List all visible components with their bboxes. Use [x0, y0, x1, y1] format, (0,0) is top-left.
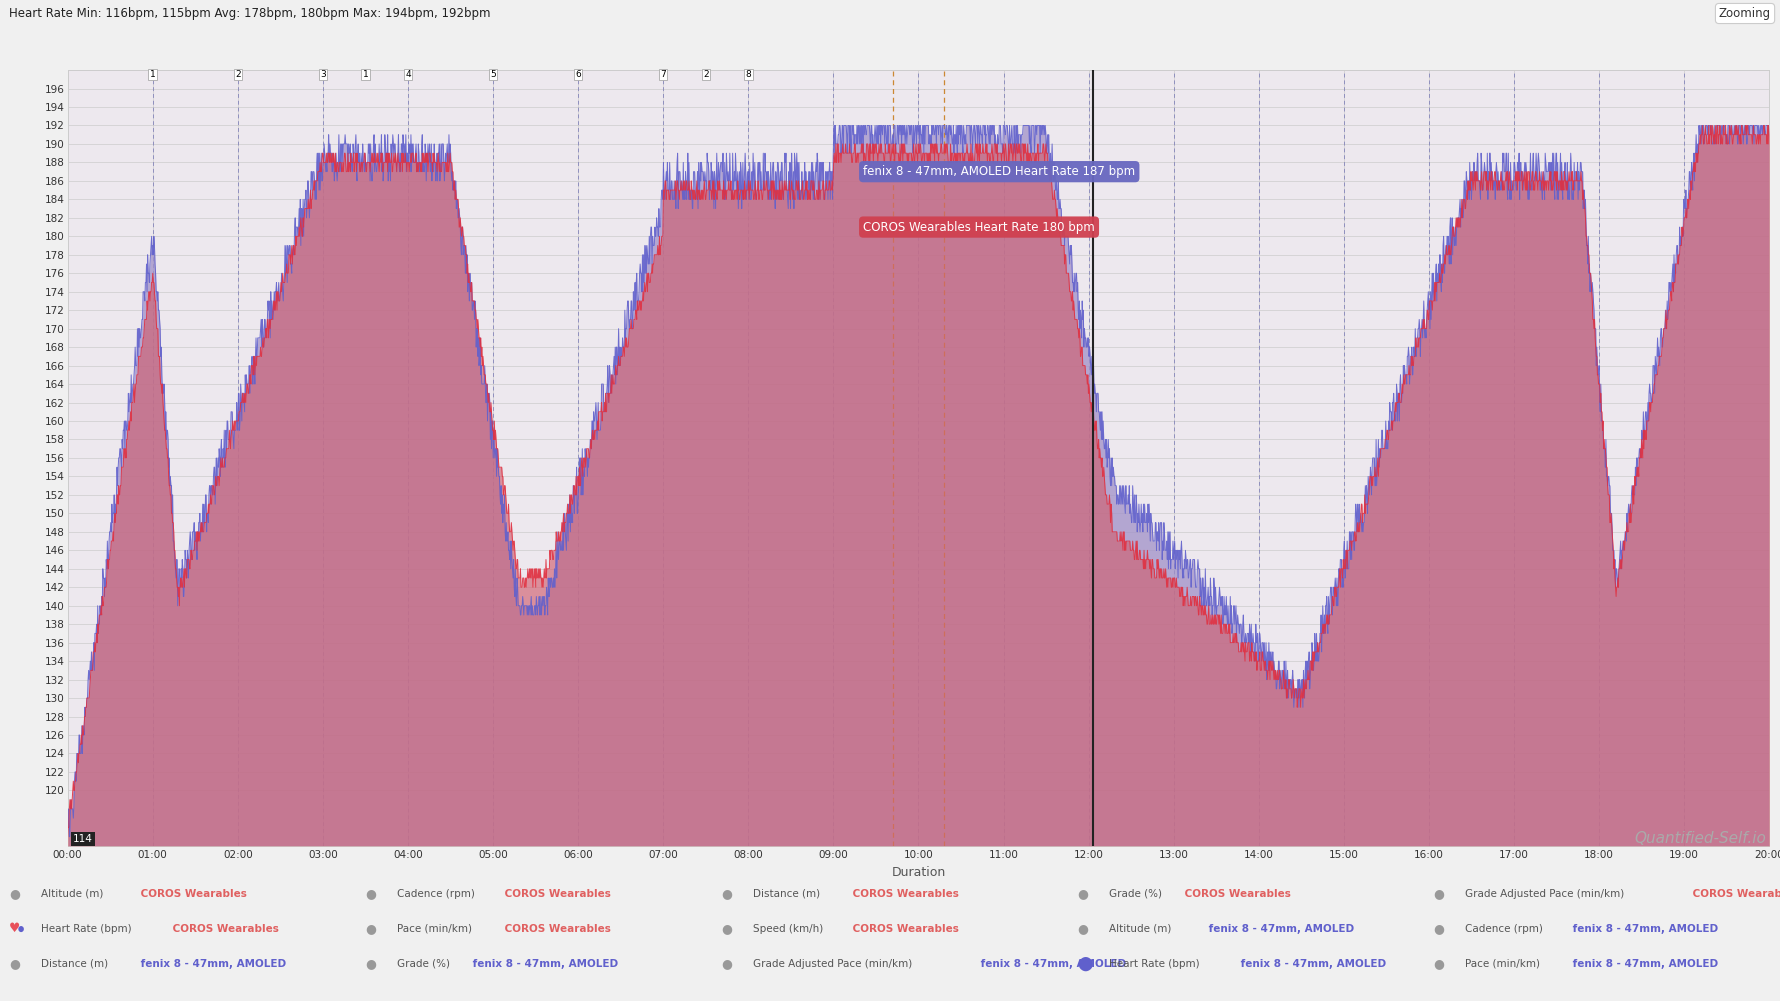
Text: 5: 5 — [490, 70, 497, 79]
Text: COROS Wearables Heart Rate 180 bpm: COROS Wearables Heart Rate 180 bpm — [863, 220, 1095, 233]
Text: fenix 8 - 47mm, AMOLED: fenix 8 - 47mm, AMOLED — [468, 959, 618, 969]
Text: COROS Wearables: COROS Wearables — [137, 889, 247, 899]
Text: ●: ● — [1433, 958, 1444, 970]
Text: COROS Wearables: COROS Wearables — [1689, 889, 1780, 899]
Text: ⬤: ⬤ — [18, 926, 23, 932]
Text: Zooming: Zooming — [1719, 7, 1771, 20]
Text: 2: 2 — [235, 70, 240, 79]
Text: ♥: ♥ — [9, 923, 20, 935]
Text: fenix 8 - 47mm, AMOLED: fenix 8 - 47mm, AMOLED — [137, 959, 287, 969]
Text: Grade (%): Grade (%) — [397, 959, 450, 969]
Text: COROS Wearables: COROS Wearables — [169, 924, 279, 934]
Text: Pace (min/km): Pace (min/km) — [1465, 959, 1540, 969]
Text: Distance (m): Distance (m) — [41, 959, 109, 969]
Text: Speed (km/h): Speed (km/h) — [753, 924, 822, 934]
Text: Pace (min/km): Pace (min/km) — [397, 924, 472, 934]
Text: 6: 6 — [575, 70, 580, 79]
Text: COROS Wearables: COROS Wearables — [1182, 889, 1290, 899]
Text: ●: ● — [721, 923, 732, 935]
Text: fenix 8 - 47mm, AMOLED: fenix 8 - 47mm, AMOLED — [1237, 959, 1387, 969]
Text: ●: ● — [1433, 923, 1444, 935]
Text: Heart Rate (bpm): Heart Rate (bpm) — [41, 924, 132, 934]
Text: Altitude (m): Altitude (m) — [1109, 924, 1171, 934]
Text: COROS Wearables: COROS Wearables — [502, 889, 611, 899]
Text: ●: ● — [721, 888, 732, 900]
Text: 3: 3 — [320, 70, 326, 79]
Text: ●: ● — [1077, 888, 1088, 900]
Text: ●: ● — [9, 958, 20, 970]
Text: COROS Wearables: COROS Wearables — [502, 924, 611, 934]
Text: 4: 4 — [406, 70, 411, 79]
Text: ●: ● — [1077, 923, 1088, 935]
Text: fenix 8 - 47mm, AMOLED Heart Rate 187 bpm: fenix 8 - 47mm, AMOLED Heart Rate 187 bp… — [863, 165, 1136, 178]
Text: 1: 1 — [150, 70, 155, 79]
Text: fenix 8 - 47mm, AMOLED: fenix 8 - 47mm, AMOLED — [1570, 959, 1718, 969]
Text: 1: 1 — [363, 70, 368, 79]
Text: Cadence (rpm): Cadence (rpm) — [397, 889, 475, 899]
Text: ●: ● — [365, 923, 376, 935]
Text: Grade Adjusted Pace (min/km): Grade Adjusted Pace (min/km) — [753, 959, 911, 969]
Text: Altitude (m): Altitude (m) — [41, 889, 103, 899]
Text: Grade Adjusted Pace (min/km): Grade Adjusted Pace (min/km) — [1465, 889, 1623, 899]
Text: ●: ● — [365, 888, 376, 900]
Text: fenix 8 - 47mm, AMOLED: fenix 8 - 47mm, AMOLED — [1570, 924, 1718, 934]
Text: 7: 7 — [660, 70, 666, 79]
Text: COROS Wearables: COROS Wearables — [849, 924, 959, 934]
Text: 114: 114 — [73, 834, 93, 844]
Text: Heart Rate (bpm): Heart Rate (bpm) — [1109, 959, 1200, 969]
Text: ⬤: ⬤ — [1077, 957, 1093, 971]
Text: Grade (%): Grade (%) — [1109, 889, 1162, 899]
Text: fenix 8 - 47mm, AMOLED: fenix 8 - 47mm, AMOLED — [977, 959, 1127, 969]
Text: Quantified-Self.io: Quantified-Self.io — [1634, 831, 1766, 846]
Text: ●: ● — [721, 958, 732, 970]
Text: 8: 8 — [746, 70, 751, 79]
Text: Heart Rate Min: 116bpm, 115bpm Avg: 178bpm, 180bpm Max: 194bpm, 192bpm: Heart Rate Min: 116bpm, 115bpm Avg: 178b… — [9, 7, 491, 20]
Text: fenix 8 - 47mm, AMOLED: fenix 8 - 47mm, AMOLED — [1205, 924, 1355, 934]
Text: 2: 2 — [703, 70, 708, 79]
Text: Distance (m): Distance (m) — [753, 889, 821, 899]
X-axis label: Duration: Duration — [892, 866, 945, 879]
Text: COROS Wearables: COROS Wearables — [849, 889, 959, 899]
Text: ●: ● — [365, 958, 376, 970]
Text: ●: ● — [9, 888, 20, 900]
Text: ●: ● — [1433, 888, 1444, 900]
Text: Cadence (rpm): Cadence (rpm) — [1465, 924, 1543, 934]
